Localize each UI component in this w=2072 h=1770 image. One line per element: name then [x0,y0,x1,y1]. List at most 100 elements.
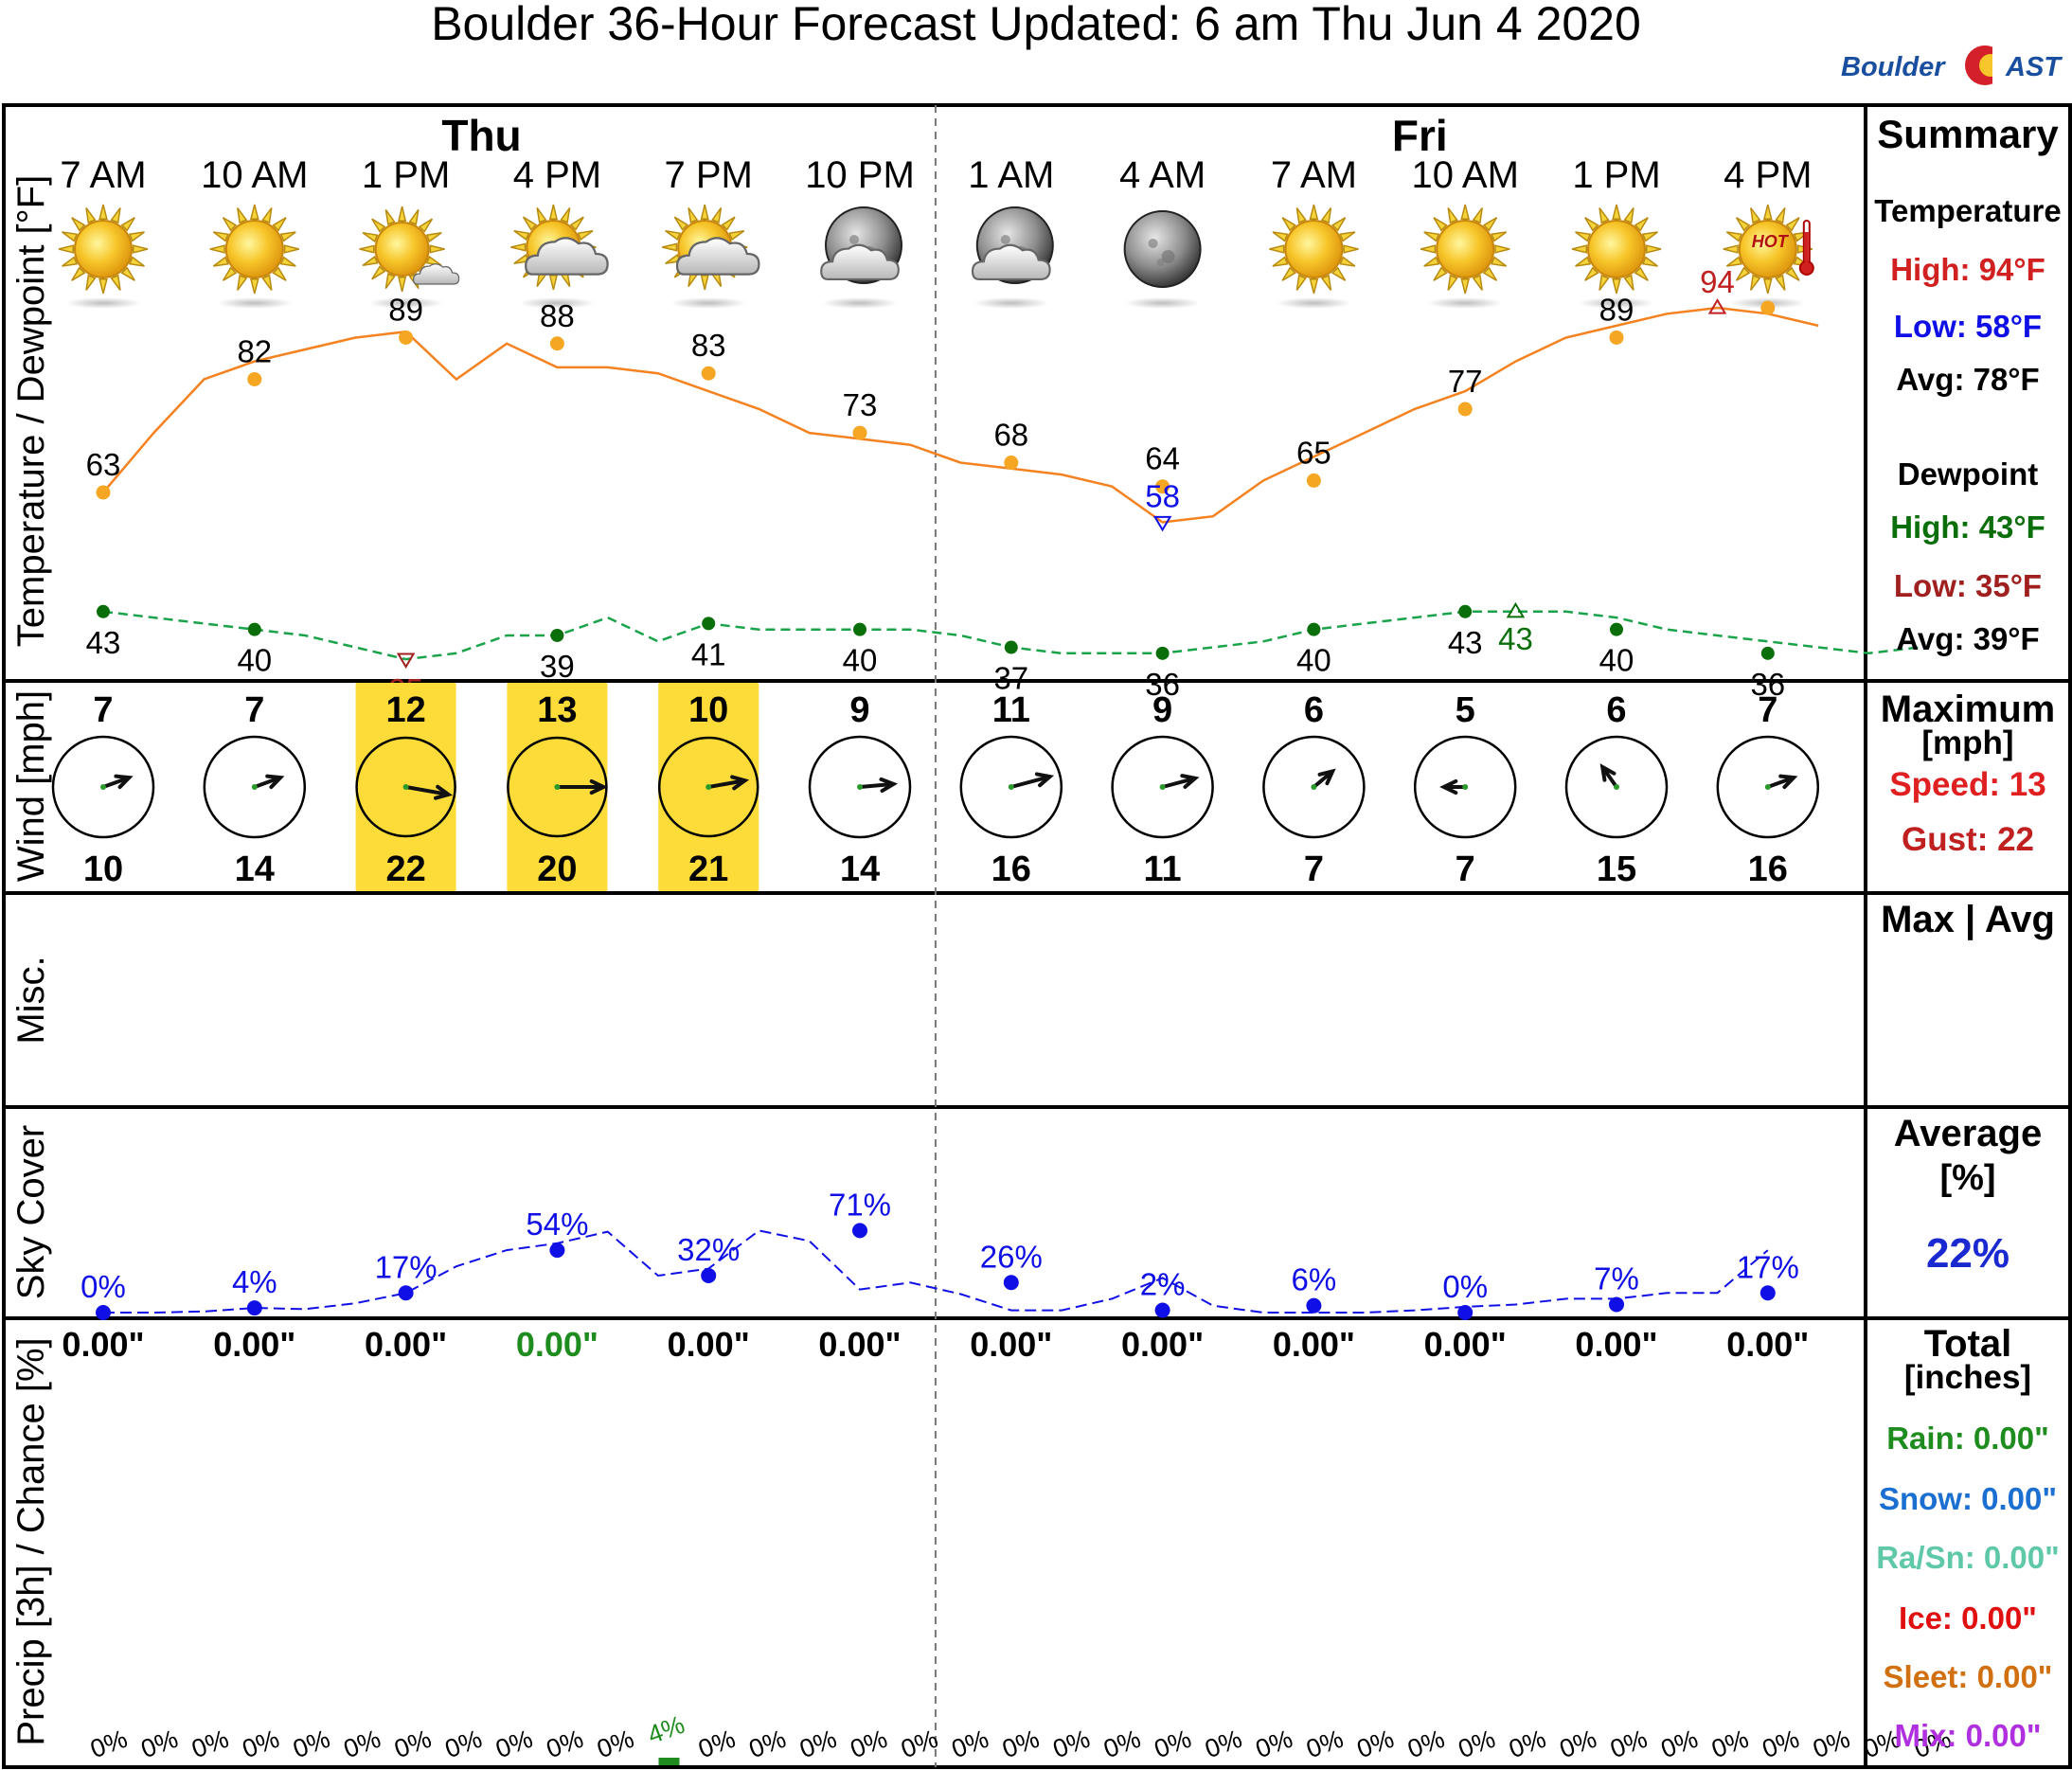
wind-speed-label: 9 [849,690,869,730]
wind-speed-label: 6 [1606,690,1626,730]
temperature-label: 89 [1599,292,1634,327]
wind-gust-label: 11 [1144,849,1182,889]
precip-chance-label: 0% [543,1725,587,1764]
wind-dial-center [251,784,258,790]
wind-speed-label: 7 [1758,690,1777,730]
sun-rays [58,204,149,295]
wind-arrowhead [1317,768,1336,786]
icon-shadow [367,297,444,309]
dewpoint-label: 37 [993,661,1028,696]
summary-wind-units: [mph] [1921,724,2013,761]
precip-chance-label: 0% [137,1725,182,1764]
wind-dial [1564,735,1669,839]
sun-ray [1320,207,1332,224]
precip-amount: 0.00" [970,1325,1052,1364]
sky-panel-title: Sky Cover [10,1125,52,1300]
sun-ray [429,244,445,254]
time-label: 7 AM [1271,154,1357,196]
summary-snow: Snow: 0.00" [1879,1481,2057,1516]
sun-ray [1433,217,1448,232]
wind-arrow [707,778,745,789]
summary-precip-units: [inches] [1904,1359,2031,1396]
sun-ray [398,277,407,293]
dewpoint-point [1155,646,1170,660]
sun-ray [384,273,396,290]
sun-ray [1735,266,1751,281]
sun-ray [1460,204,1470,220]
sky-cover-point [1306,1297,1322,1314]
sun-ray [1750,207,1761,224]
sun-disc [374,222,430,277]
precip-amount: 0.00" [213,1325,295,1364]
precip-chance-label: 0% [1707,1725,1752,1764]
summary-temp-low: Low: 58°F [1894,309,2042,344]
temperature-point [549,336,564,351]
sun-ray [1472,207,1483,224]
precip-chance-bar [658,1758,680,1765]
wind-arrow [859,781,894,789]
temperature-label: 65 [1296,435,1331,470]
sun-ray [212,256,229,267]
wind-arrowhead [114,774,134,790]
sun-ray [1763,278,1773,295]
sun-ray [700,204,709,220]
dewpoint-label: 40 [1599,643,1634,678]
dewpoint-label: 36 [1750,667,1785,702]
precip-chance-label: 0% [1606,1725,1651,1764]
sun-ray [1575,231,1592,242]
icon-shadow [216,297,293,309]
temperature-point [1306,473,1321,488]
sun-ray [1460,278,1470,295]
sun-ray [522,216,538,231]
sun-ray [1295,207,1307,224]
sky-cover-label: 0% [1442,1269,1488,1304]
sun-ray [1584,217,1599,232]
summary-sky-value: 22% [1926,1230,2009,1277]
wind-dial-center [1462,784,1469,790]
time-label: 1 AM [968,154,1054,196]
sky-cover-point [1609,1296,1624,1313]
dewpoint-point [1004,640,1018,654]
sky-cover-layer: 0% 4% 17% 54% 32% 71% 26% 2% 6% 0% 7% 17% [80,1187,1799,1320]
dewpoint-label: 41 [691,636,726,671]
sun-ray [279,256,296,267]
precip-amount: 0.00" [1726,1325,1809,1364]
sky-cover-point [549,1243,565,1259]
logo-c-mark [1965,45,2009,85]
sun-ray [1281,217,1296,232]
time-label: 10 AM [1411,154,1518,196]
summary-temp-high: High: 94°F [1890,252,2045,287]
sun-ray [1725,256,1742,267]
sun-icon [1571,204,1662,309]
sun-ray [536,206,547,223]
sun-ray [1735,217,1751,232]
sun-ray [1272,231,1289,242]
panel-side-titles: Temperature / Dewpoint [°F] Wind [mph] M… [10,175,52,1746]
precip-chance-label: 0% [1403,1725,1448,1764]
wind-gust-label: 15 [1597,849,1636,889]
time-label: 1 PM [362,154,450,196]
wind-arrowhead [1034,772,1055,788]
sun-ray [1482,217,1498,232]
wind-dial [1716,735,1820,839]
cloud-body [675,237,760,276]
sky-cover-label: 54% [526,1207,588,1242]
sun-ray [1725,231,1742,242]
precip-amount: 0.00" [668,1325,750,1364]
sky-cover-point [1457,1305,1474,1320]
wind-arrowhead [1599,763,1617,782]
wind-gust-label: 7 [1304,849,1324,889]
sun-ray [362,255,379,266]
wind-dial-center [554,784,561,790]
sun-ray [371,265,386,280]
precip-chance-label: 0% [1455,1725,1499,1764]
wind-gust-label: 7 [1456,849,1475,889]
wind-gust-label: 16 [991,849,1031,889]
dewpoint-label: 40 [843,643,878,678]
icon-shadow [1276,297,1352,309]
sky-cover-label: 0% [80,1269,126,1304]
precip-chance-label: 0% [390,1725,435,1764]
cloud-shape [675,237,760,276]
wind-gust-label: 14 [235,849,275,889]
temperature-label: 89 [388,292,423,327]
